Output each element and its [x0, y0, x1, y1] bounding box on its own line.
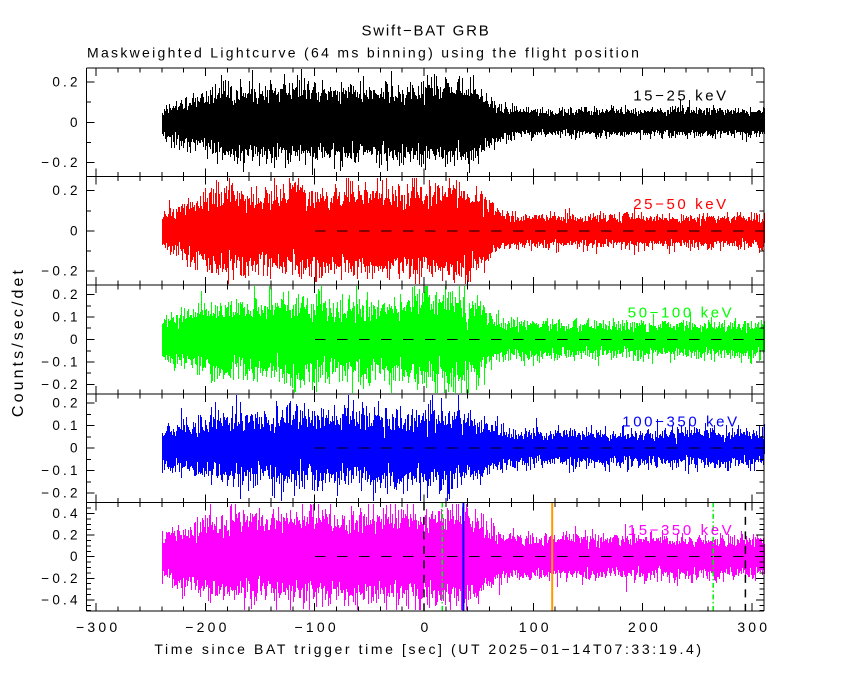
- svg-text:0.2: 0.2: [52, 183, 80, 198]
- svg-text:0: 0: [70, 115, 81, 130]
- svg-text:300: 300: [737, 619, 770, 635]
- svg-text:Time since BAT trigger time [s: Time since BAT trigger time [sec] (UT 20…: [154, 641, 703, 657]
- svg-text:Swift−BAT GRB: Swift−BAT GRB: [361, 23, 490, 40]
- svg-text:0.2: 0.2: [52, 396, 80, 411]
- svg-text:−0.2: −0.2: [41, 486, 80, 501]
- svg-text:−0.2: −0.2: [41, 264, 80, 279]
- svg-text:15−350 keV: 15−350 keV: [628, 522, 735, 539]
- svg-text:Counts/sec/det: Counts/sec/det: [10, 267, 27, 417]
- svg-text:0: 0: [70, 441, 81, 456]
- svg-text:0.2: 0.2: [52, 75, 80, 90]
- svg-text:200: 200: [628, 619, 661, 635]
- svg-text:0.2: 0.2: [52, 287, 80, 302]
- svg-text:0.1: 0.1: [52, 418, 80, 433]
- svg-text:0.1: 0.1: [52, 310, 80, 325]
- svg-text:0.2: 0.2: [52, 528, 80, 543]
- svg-text:25−50 keV: 25−50 keV: [633, 196, 729, 213]
- svg-text:0.4: 0.4: [52, 506, 80, 521]
- svg-text:100−350 keV: 100−350 keV: [622, 413, 739, 430]
- svg-text:0: 0: [70, 223, 81, 238]
- svg-text:0: 0: [70, 549, 81, 564]
- svg-text:0: 0: [421, 619, 432, 635]
- svg-text:−0.2: −0.2: [41, 155, 80, 170]
- svg-text:−0.1: −0.1: [41, 463, 80, 478]
- svg-text:−0.1: −0.1: [41, 355, 80, 370]
- svg-text:15−25 keV: 15−25 keV: [633, 88, 729, 105]
- svg-text:Maskweighted Lightcurve (64 ms: Maskweighted Lightcurve (64 ms binning) …: [87, 45, 641, 61]
- svg-text:−0.4: −0.4: [41, 592, 80, 607]
- svg-text:0: 0: [70, 332, 81, 347]
- svg-text:50−100 keV: 50−100 keV: [628, 305, 735, 322]
- svg-text:−200: −200: [185, 619, 229, 635]
- svg-text:−100: −100: [295, 619, 339, 635]
- svg-text:−300: −300: [76, 619, 120, 635]
- svg-text:−0.2: −0.2: [41, 571, 80, 586]
- svg-text:−0.2: −0.2: [41, 377, 80, 392]
- svg-text:100: 100: [519, 619, 552, 635]
